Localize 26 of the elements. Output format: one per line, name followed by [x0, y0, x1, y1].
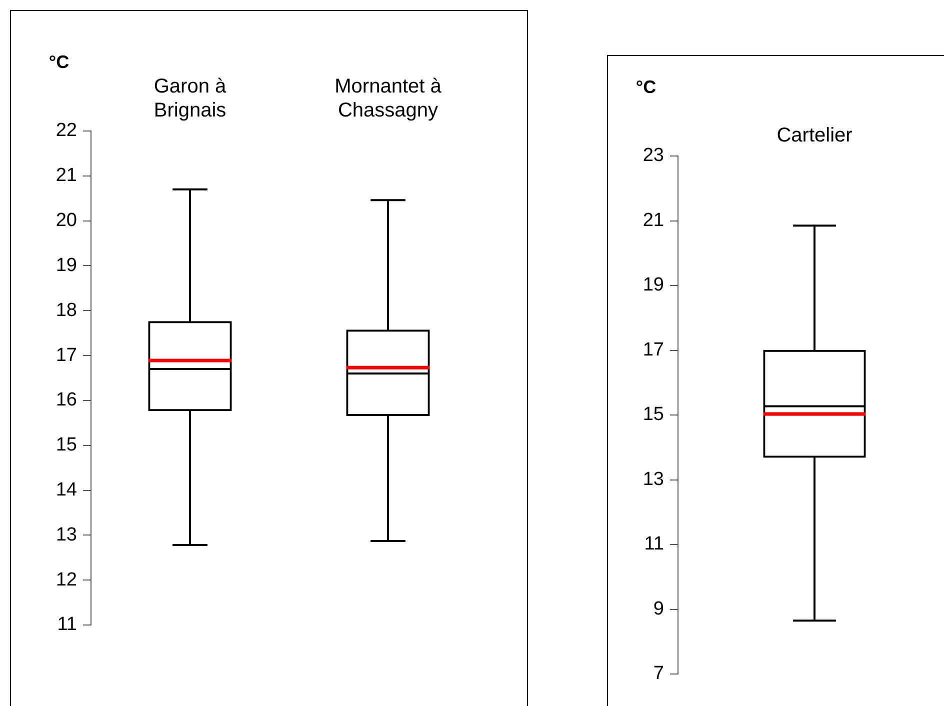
- y-tick-label: 15: [642, 404, 664, 426]
- y-tick-label: 16: [56, 390, 77, 411]
- y-tick-label: 23: [642, 145, 664, 166]
- y-tick-label: 13: [56, 524, 77, 546]
- y-tick-label: 13: [642, 468, 664, 490]
- y-tick-label: 21: [642, 210, 664, 231]
- y-tick-label: 11: [57, 614, 77, 636]
- y-tick-label: 9: [653, 598, 664, 620]
- x-tick-label: Garon à Brignais: [154, 76, 228, 122]
- y-tick-label: 20: [56, 210, 77, 232]
- y-tick-label: 17: [642, 339, 664, 360]
- x-tick-label: Mornantet à Chassagny: [334, 76, 442, 122]
- x-tick-label: Cartelier: [776, 124, 853, 147]
- y-tick-label: 17: [56, 344, 77, 366]
- y-tick-label: 7: [653, 663, 664, 684]
- y-tick-label: 11: [644, 534, 664, 555]
- y-tick-label: 19: [642, 274, 664, 296]
- y-tick-label: 14: [56, 480, 78, 501]
- y-tick-label: 18: [56, 300, 77, 321]
- y-axis-title: °C: [636, 76, 656, 97]
- y-tick-label: 12: [56, 569, 77, 590]
- y-axis-title: °C: [48, 52, 70, 72]
- y-tick-label: 19: [56, 254, 77, 276]
- y-tick-label: 15: [56, 434, 77, 456]
- y-tick-label: 21: [56, 165, 77, 186]
- y-tick-label: 22: [56, 120, 77, 142]
